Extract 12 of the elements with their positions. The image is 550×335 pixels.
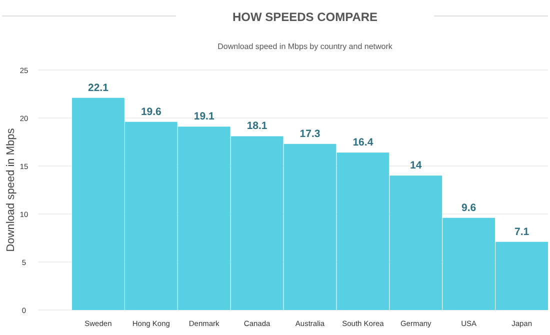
data-label: 18.1 [246, 120, 268, 132]
data-label: 14 [410, 160, 422, 172]
data-label: 16.4 [352, 136, 374, 149]
data-label: 19.1 [194, 110, 214, 123]
data-label: 17.3 [300, 128, 320, 140]
data-label: 19.6 [140, 106, 162, 118]
chart-subtitle: Download speed in Mbps by country and network [218, 42, 394, 51]
data-label: 22.1 [88, 82, 109, 94]
data-label: 9.6 [462, 202, 476, 214]
chart-title: HOW SPEEDS COMPARE [232, 10, 378, 24]
data-label: 7.1 [514, 226, 530, 238]
y-axis-title: Download speed in Mbps [5, 128, 17, 252]
